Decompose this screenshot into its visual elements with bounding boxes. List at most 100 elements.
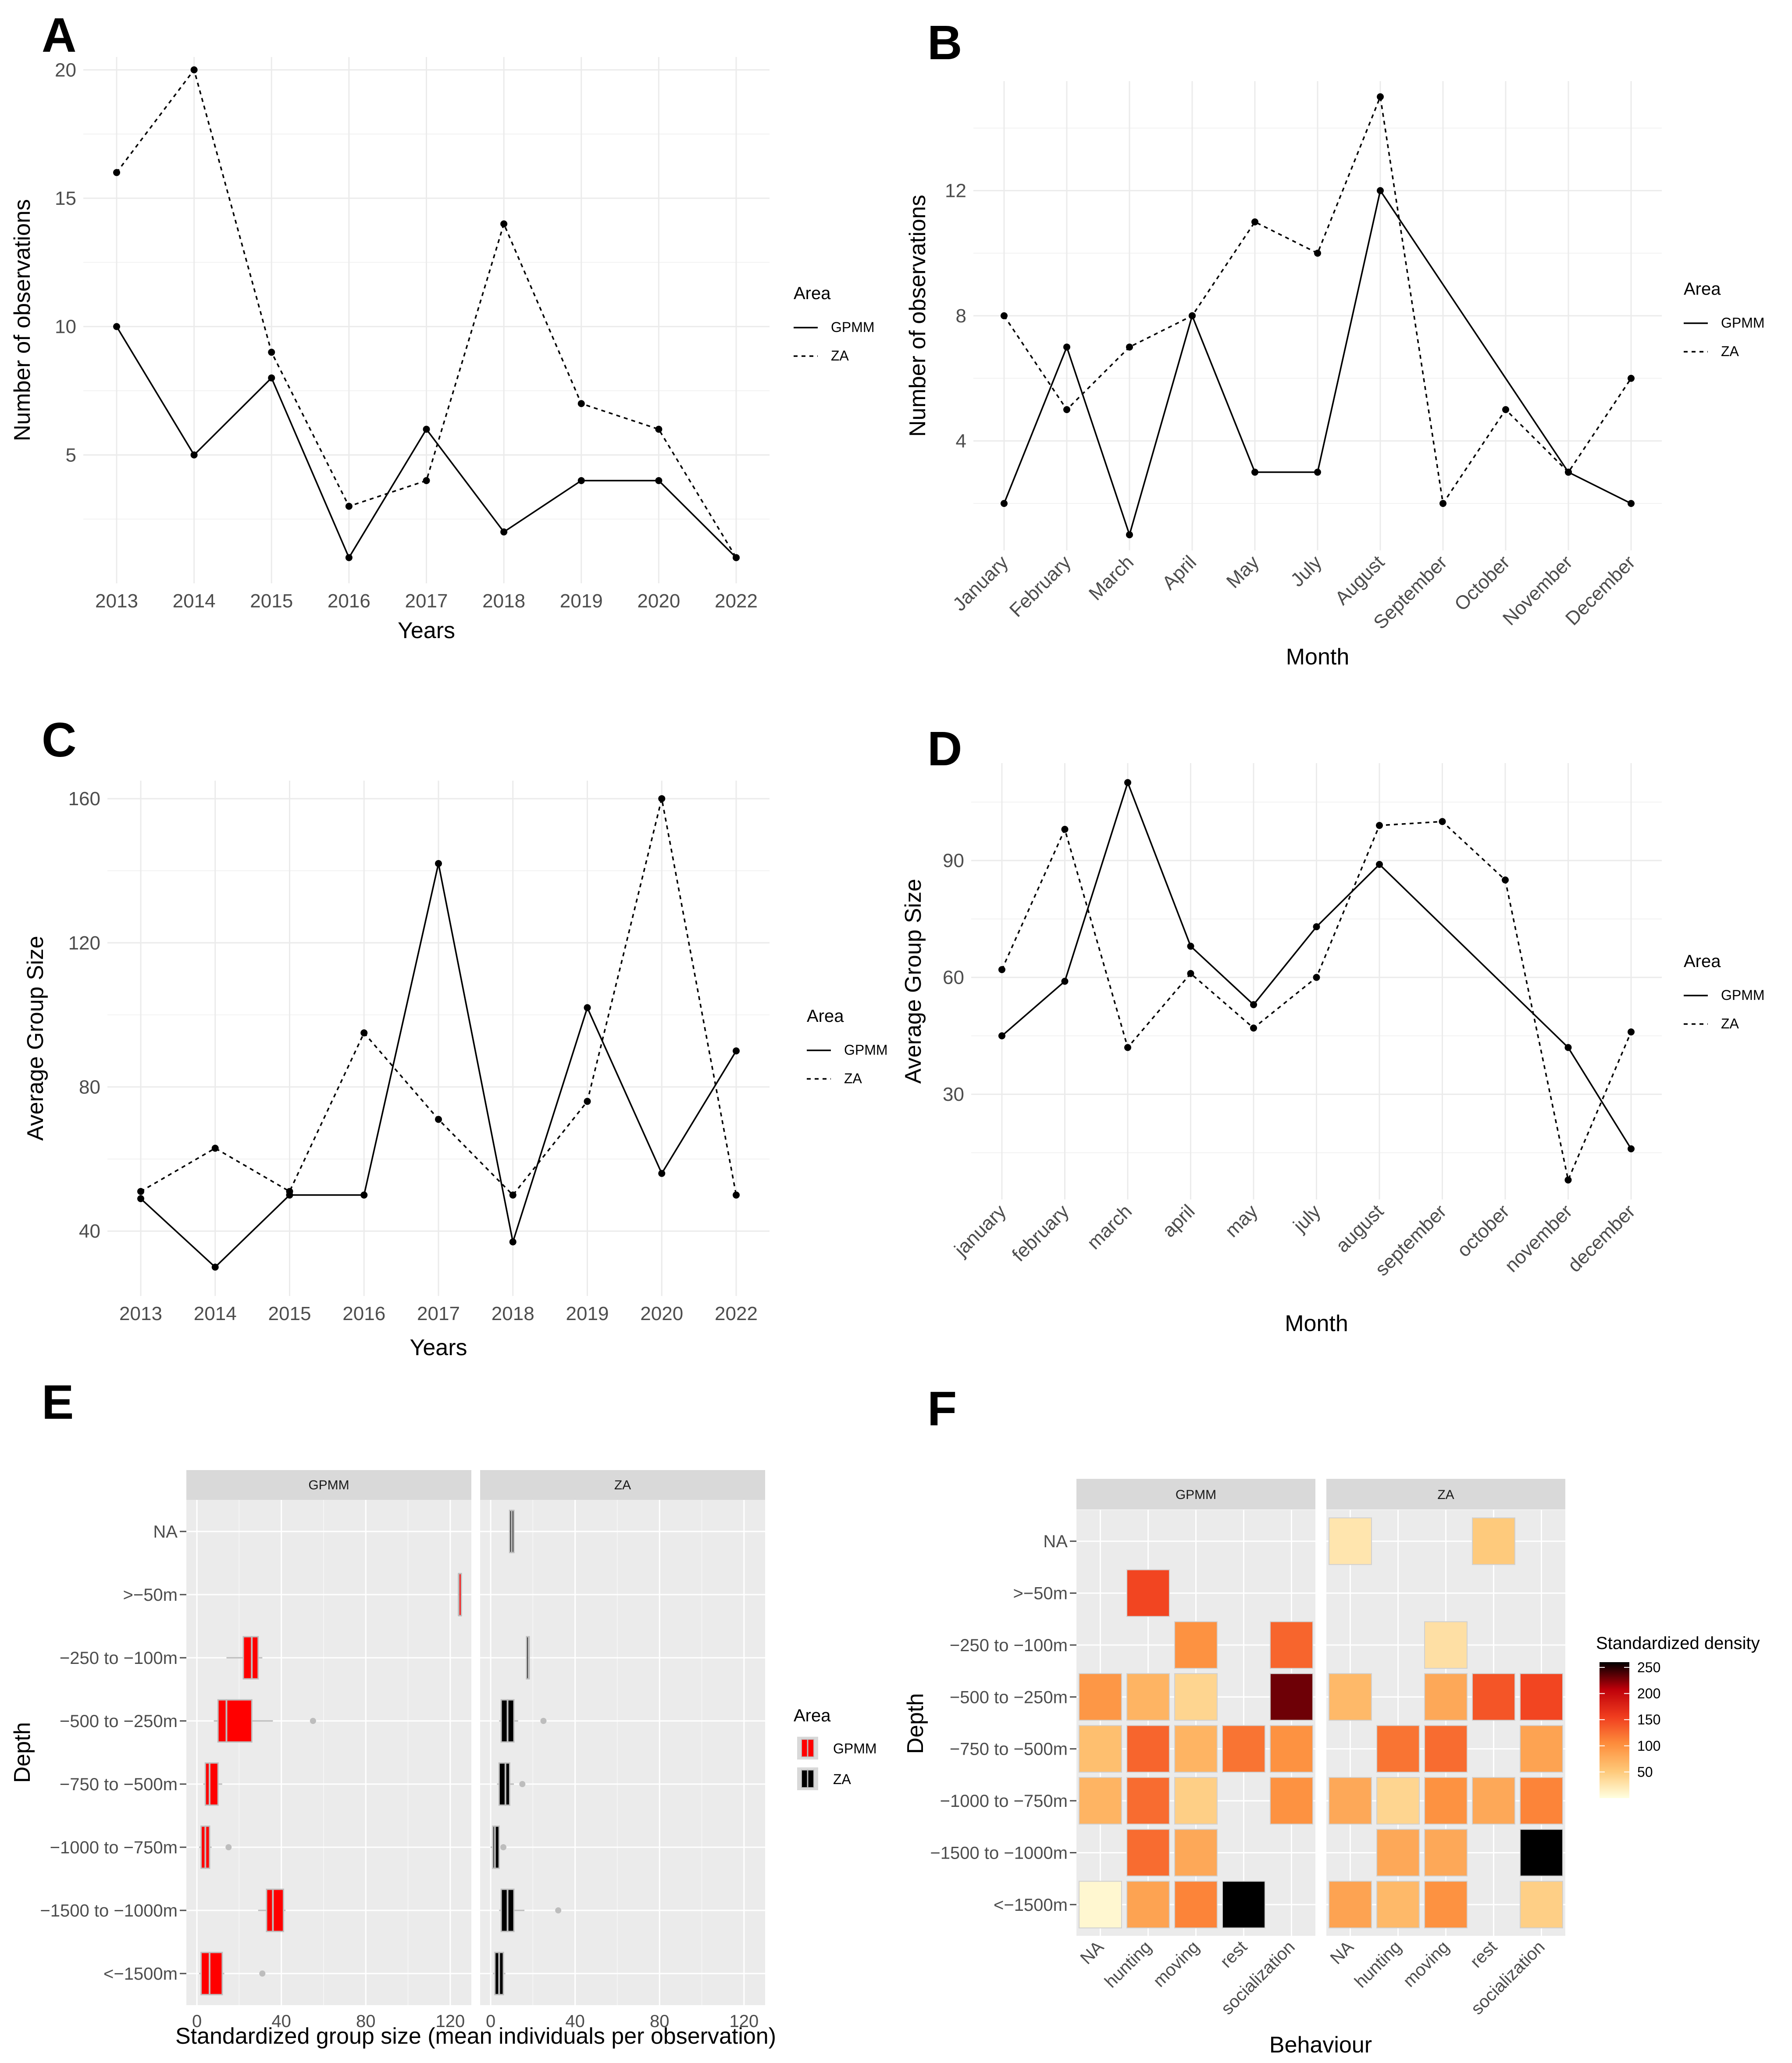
- heatmap-cell: [1270, 1725, 1313, 1773]
- heatmap-cell: [1079, 1725, 1122, 1773]
- y-tick-label: −750 to −500m: [60, 1775, 178, 1794]
- outlier-point: [555, 1907, 562, 1913]
- data-point-za: [1565, 468, 1572, 476]
- panel-letter-d: D: [927, 722, 962, 776]
- x-tick-label: 120: [435, 2012, 465, 2031]
- y-tick-label: −750 to −500m: [950, 1740, 1068, 1759]
- heatmap-cell: [1520, 1777, 1563, 1825]
- data-point-za: [1439, 818, 1446, 825]
- data-point-gpmm: [190, 451, 198, 459]
- y-tick-label: >−50m: [123, 1585, 178, 1605]
- data-point-gpmm: [423, 425, 430, 433]
- heatmap-cell: [1424, 1673, 1468, 1721]
- x-tick-label: 2020: [640, 1303, 683, 1324]
- y-tick-label: −1500 to −1000m: [930, 1843, 1068, 1863]
- data-point-za: [1439, 500, 1446, 507]
- heatmap-cell: [1174, 1673, 1218, 1721]
- x-tick-label: 80: [356, 2012, 376, 2031]
- panel-letter-f: F: [927, 1382, 957, 1436]
- colorbar-tick-label: 100: [1637, 1738, 1660, 1754]
- legend-title: Area: [1684, 279, 1721, 299]
- data-point-gpmm: [360, 1191, 368, 1199]
- heatmap-cell: [1424, 1881, 1468, 1928]
- data-point-gpmm: [211, 1263, 219, 1271]
- x-tick-label: 40: [565, 2012, 585, 2031]
- y-tick-label: 90: [943, 850, 964, 871]
- y-tick-label: −500 to −250m: [950, 1688, 1068, 1707]
- heatmap-cell: [1472, 1517, 1515, 1565]
- data-point-gpmm: [137, 1195, 144, 1203]
- box-gpmm: [217, 1699, 253, 1743]
- data-point-za: [577, 400, 585, 407]
- colorbar-tick-label: 50: [1637, 1764, 1653, 1780]
- x-tick-label: 2019: [560, 590, 603, 612]
- data-point-gpmm: [1061, 978, 1069, 985]
- heatmap-cell: [1174, 1881, 1218, 1928]
- data-point-za: [1377, 93, 1384, 100]
- data-point-gpmm: [1250, 1001, 1257, 1008]
- x-tick-label: 2022: [715, 590, 758, 612]
- y-tick-label: −1000 to −750m: [50, 1838, 178, 1857]
- data-point-gpmm: [655, 477, 663, 484]
- x-tick-label: 2022: [715, 1303, 758, 1324]
- data-point-za: [733, 554, 740, 561]
- x-tick-label: 2017: [405, 590, 448, 612]
- data-point-za: [1250, 1024, 1257, 1032]
- data-point-za: [113, 169, 120, 176]
- outlier-point: [519, 1781, 526, 1787]
- data-point-za: [655, 425, 663, 433]
- data-point-za: [658, 795, 666, 803]
- legend-label: GPMM: [844, 1042, 888, 1058]
- heatmap-cell: [1126, 1569, 1170, 1617]
- y-tick-label: >−50m: [1013, 1584, 1068, 1603]
- data-point-za: [1126, 343, 1133, 351]
- y-tick-label: 40: [79, 1221, 100, 1242]
- data-point-gpmm: [577, 477, 585, 484]
- outlier-point: [310, 1718, 316, 1724]
- heatmap-cell: [1329, 1517, 1372, 1565]
- facet-strip: [1326, 1479, 1565, 1510]
- x-axis-title: Years: [398, 618, 455, 643]
- box-gpmm: [266, 1888, 284, 1932]
- data-point-gpmm: [509, 1238, 517, 1246]
- legend-title: Standardized density: [1596, 1634, 1760, 1653]
- facet-strip: [480, 1470, 765, 1500]
- y-tick-label: −250 to −100m: [60, 1649, 178, 1668]
- data-point-za: [360, 1029, 368, 1037]
- data-point-za: [1124, 1044, 1131, 1051]
- data-point-za: [1628, 375, 1635, 382]
- y-tick-label: −1500 to −1000m: [40, 1901, 178, 1920]
- data-point-gpmm: [113, 323, 120, 330]
- y-tick-label: 20: [55, 59, 76, 81]
- y-tick-label: 4: [956, 430, 966, 452]
- panel-letter-c: C: [42, 713, 76, 767]
- legend-title: Area: [1684, 952, 1721, 971]
- y-tick-label: −1000 to −750m: [940, 1792, 1068, 1811]
- data-point-za: [500, 220, 508, 228]
- legend-label: GPMM: [1721, 987, 1765, 1003]
- data-point-za: [211, 1145, 219, 1152]
- data-point-za: [190, 66, 198, 74]
- heatmap-cell: [1424, 1621, 1468, 1669]
- outlier-point: [259, 1970, 266, 1977]
- data-point-za: [509, 1191, 517, 1199]
- legend-label: GPMM: [1721, 315, 1765, 331]
- heatmap-cell: [1472, 1777, 1515, 1825]
- series-line-za: [116, 68, 737, 558]
- data-point-za: [435, 1116, 442, 1123]
- chart-panel-a: 5 10 15 20 2013 2014 2015 2016 2017 2018 2019 2020 2…: [10, 57, 875, 643]
- x-tick-label: 0: [486, 2012, 495, 2031]
- data-point-za: [1502, 406, 1509, 413]
- legend-label: ZA: [831, 348, 849, 364]
- data-point-za: [1061, 826, 1069, 833]
- data-point-gpmm: [658, 1170, 666, 1177]
- y-tick-label: 80: [79, 1076, 100, 1098]
- facet-strip-label: ZA: [1437, 1488, 1454, 1502]
- legend-label: GPMM: [831, 319, 875, 335]
- x-tick-label: 2017: [417, 1303, 460, 1324]
- x-tick-label: 2016: [328, 590, 371, 612]
- heatmap-cell: [1174, 1621, 1218, 1669]
- data-point-za: [1313, 974, 1320, 981]
- legend-title: Area: [807, 1007, 844, 1026]
- heatmap-cell: [1520, 1829, 1563, 1877]
